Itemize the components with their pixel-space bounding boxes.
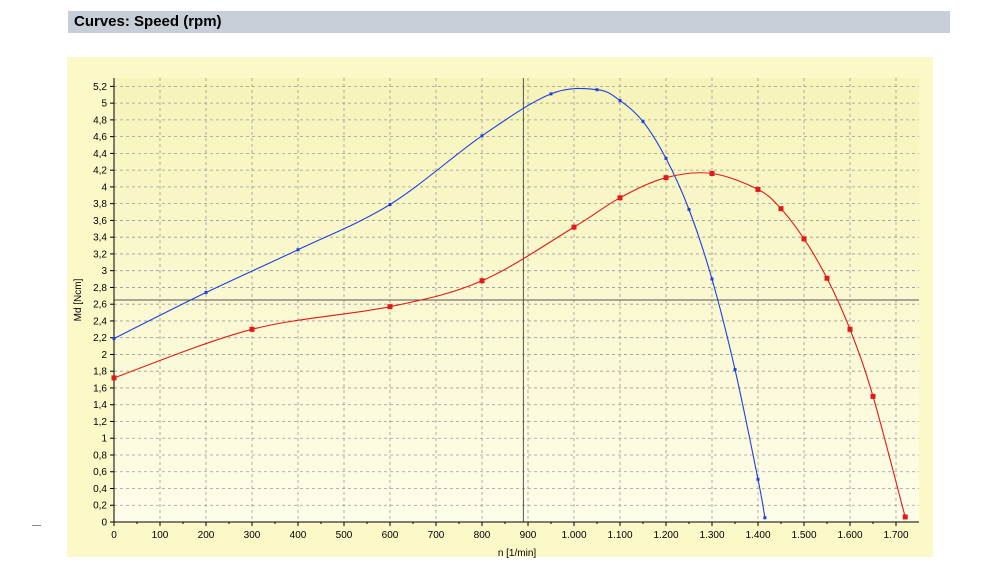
y-tick-label: 4,2 xyxy=(93,166,107,177)
y-tick-label: 0,2 xyxy=(93,501,107,512)
y-tick-label: 3,8 xyxy=(93,199,107,210)
y-tick-label: 4,4 xyxy=(93,149,107,160)
y-tick-label: 2,6 xyxy=(93,300,107,311)
y-tick-label: 3,2 xyxy=(93,249,107,260)
data-point xyxy=(595,88,599,92)
x-tick-label: 200 xyxy=(198,530,215,541)
data-point xyxy=(664,156,668,160)
chart-header-bar: Curves: Speed (rpm) xyxy=(68,11,950,33)
data-point xyxy=(710,277,714,281)
y-tick-label: 1,8 xyxy=(93,367,107,378)
data-point xyxy=(801,236,807,242)
x-tick-label: 1.100 xyxy=(607,530,632,541)
series-layer xyxy=(111,87,908,520)
x-tick-label: 1.500 xyxy=(791,530,816,541)
y-tick-label: 5 xyxy=(101,99,107,110)
y-tick-label: 1,6 xyxy=(93,383,107,394)
x-tick-label: 1.300 xyxy=(699,530,724,541)
data-point xyxy=(763,516,767,520)
grid-lines xyxy=(114,78,919,522)
data-point xyxy=(641,120,645,124)
series-2 xyxy=(111,171,908,520)
data-point xyxy=(204,290,208,294)
y-tick-label: 3,4 xyxy=(93,233,107,244)
x-tick-label: 300 xyxy=(244,530,261,541)
data-point xyxy=(755,186,761,192)
y-tick-label: 2 xyxy=(101,350,107,361)
x-tick-label: 700 xyxy=(428,530,445,541)
data-point xyxy=(756,477,760,481)
x-axis-title: n [1/min] xyxy=(498,548,537,559)
x-tick-label: 900 xyxy=(520,530,537,541)
x-tick-label: 1.400 xyxy=(745,530,770,541)
x-tick-label: 500 xyxy=(336,530,353,541)
data-point xyxy=(249,326,255,332)
crosshair xyxy=(114,78,919,522)
y-axis-title: Md [Ncm] xyxy=(73,278,84,321)
y-tick-label: 2,2 xyxy=(93,333,107,344)
data-point xyxy=(111,375,117,381)
axes: 0 100 200 300 400 500 600 700 800 900 1.000 1.100 1.… xyxy=(93,78,919,541)
x-tick-label: 1.200 xyxy=(653,530,678,541)
y-tick-label: 1,2 xyxy=(93,417,107,428)
y-tick-label: 4,8 xyxy=(93,115,107,126)
y-tick-label: 4 xyxy=(101,182,107,193)
data-point xyxy=(618,99,622,103)
x-tick-label: 1.000 xyxy=(561,530,586,541)
y-tick-label: 2,4 xyxy=(93,316,107,327)
y-tick-label: 5,2 xyxy=(93,82,107,93)
x-tick-label: 100 xyxy=(152,530,169,541)
data-point xyxy=(733,368,737,372)
y-tick-label: 3 xyxy=(101,266,107,277)
y-tick-label: 0,6 xyxy=(93,467,107,478)
x-tick-label: 1.700 xyxy=(883,530,908,541)
x-tick-label: 800 xyxy=(474,530,491,541)
data-point xyxy=(870,393,876,399)
data-point xyxy=(296,248,300,252)
chart-title: Curves: Speed (rpm) xyxy=(74,13,222,30)
data-point xyxy=(388,202,392,206)
y-tick-label: 4,6 xyxy=(93,132,107,143)
y-tick-label: 1,4 xyxy=(93,400,107,411)
data-point xyxy=(847,326,853,332)
x-tick-label: 600 xyxy=(382,530,399,541)
data-point xyxy=(387,304,393,310)
y-tick-label: 2,8 xyxy=(93,283,107,294)
y-tick-label: 0 xyxy=(101,518,107,529)
y-tick-label: 0,8 xyxy=(93,450,107,461)
data-point xyxy=(824,275,830,281)
data-point xyxy=(778,206,784,212)
y-tick-label: 3,6 xyxy=(93,216,107,227)
data-point xyxy=(549,92,553,96)
data-point xyxy=(663,175,669,181)
x-tick-label: 400 xyxy=(290,530,307,541)
y-tick-label: 0,4 xyxy=(93,484,107,495)
data-point xyxy=(112,337,116,341)
x-tick-label: 0 xyxy=(111,530,117,541)
series-1 xyxy=(112,87,767,520)
margin-dash xyxy=(32,525,41,526)
data-point xyxy=(687,208,691,212)
x-tick-label: 1.600 xyxy=(837,530,862,541)
y-tick-label: 1 xyxy=(101,434,107,445)
data-point xyxy=(571,224,577,230)
data-point xyxy=(479,278,485,284)
data-point xyxy=(617,195,623,201)
series-line xyxy=(113,172,906,518)
data-point xyxy=(709,171,715,177)
data-point xyxy=(480,134,484,138)
data-point xyxy=(902,514,908,520)
